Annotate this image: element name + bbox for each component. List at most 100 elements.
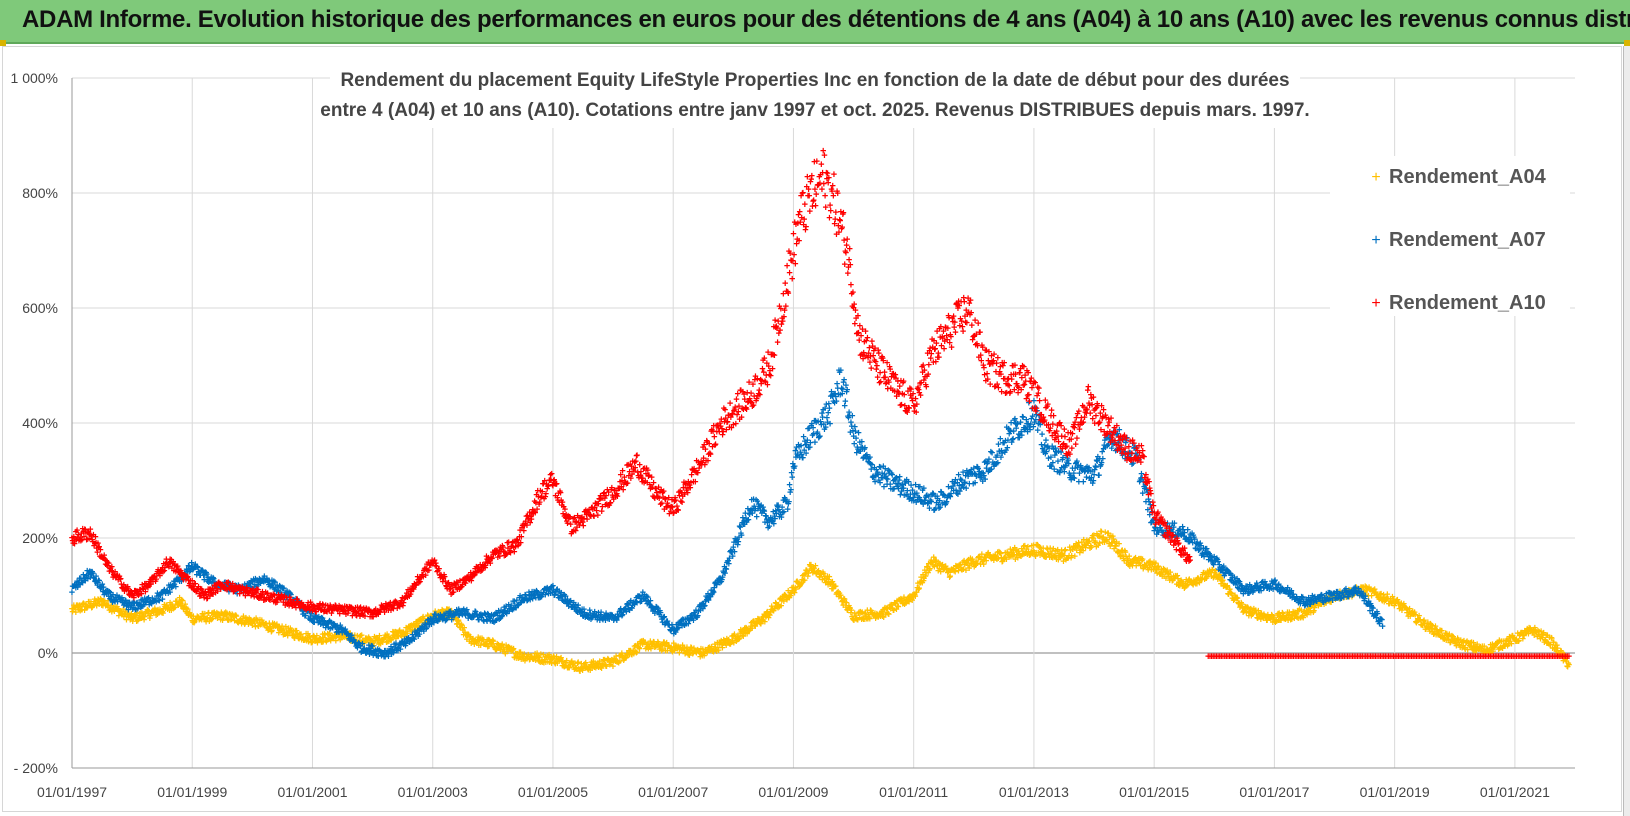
data-point-rendement_a04: + [141, 615, 147, 627]
data-point-rendement_a04: + [161, 600, 167, 612]
data-point-rendement_a04: + [186, 609, 192, 621]
data-point-rendement_a04: + [250, 616, 256, 628]
data-point-rendement_a04: + [79, 605, 85, 617]
data-point-rendement_a04: + [471, 639, 477, 651]
data-point-rendement_a04: + [293, 626, 299, 638]
data-point-rendement_a04: + [244, 614, 250, 626]
data-point-rendement_a04: + [209, 613, 215, 625]
data-point-rendement_a04: + [409, 620, 415, 632]
data-point-rendement_a04: + [257, 620, 263, 632]
data-point-rendement_a04: + [307, 631, 313, 643]
data-point-rendement_a04: + [127, 614, 133, 626]
data-point-rendement_a04: + [136, 612, 142, 624]
data-point-rendement_a04: + [321, 628, 327, 640]
data-point-rendement_a04: + [138, 613, 144, 625]
data-point-rendement_a04: + [398, 627, 404, 639]
data-point-rendement_a04: + [123, 609, 129, 621]
data-point-rendement_a04: + [444, 604, 450, 616]
data-point-rendement_a04: + [326, 628, 332, 640]
data-point-rendement_a04: + [190, 611, 196, 623]
data-point-rendement_a04: + [73, 607, 79, 619]
data-point-rendement_a04: + [171, 602, 177, 614]
data-point-rendement_a04: + [390, 630, 396, 642]
data-point-rendement_a04: + [163, 600, 169, 612]
data-point-rendement_a04: + [464, 634, 470, 646]
data-point-rendement_a04: + [447, 606, 453, 618]
data-point-rendement_a04: + [429, 612, 435, 624]
data-point-rendement_a04: + [376, 630, 382, 642]
data-point-rendement_a04: + [144, 605, 150, 617]
data-point-rendement_a04: + [143, 607, 149, 619]
data-point-rendement_a04: + [179, 600, 185, 612]
data-point-rendement_a04: + [476, 634, 482, 646]
data-point-rendement_a04: + [243, 613, 249, 625]
data-point-rendement_a04: + [391, 631, 397, 643]
data-point-rendement_a04: + [276, 621, 282, 633]
data-point-rendement_a04: + [266, 624, 272, 636]
data-point-rendement_a04: + [446, 604, 452, 616]
data-point-rendement_a04: + [157, 607, 163, 619]
data-point-rendement_a04: + [240, 613, 246, 625]
data-point-rendement_a04: + [512, 648, 518, 660]
data-point-rendement_a04: + [218, 607, 224, 619]
data-point-rendement_a04: + [298, 629, 304, 641]
data-point-rendement_a04: + [460, 625, 466, 637]
data-point-rendement_a04: + [107, 605, 113, 617]
data-point-rendement_a04: + [187, 611, 193, 623]
data-point-rendement_a04: + [442, 609, 448, 621]
data-point-rendement_a04: + [350, 635, 356, 647]
header-banner: ADAM Informe. Evolution historique des p… [0, 0, 1630, 44]
data-point-rendement_a04: + [206, 616, 212, 628]
data-point-rendement_a04: + [305, 629, 311, 641]
data-point-rendement_a04: + [277, 626, 283, 638]
data-point-rendement_a04: + [85, 602, 91, 614]
data-point-rendement_a04: + [138, 608, 144, 620]
data-point-rendement_a04: + [362, 636, 368, 648]
data-point-rendement_a04: + [275, 622, 281, 634]
data-point-rendement_a04: + [357, 636, 363, 648]
data-point-rendement_a04: + [159, 606, 165, 618]
data-point-rendement_a04: + [371, 632, 377, 644]
data-point-rendement_a04: + [393, 634, 399, 646]
data-point-rendement_a04: + [357, 631, 363, 643]
data-point-rendement_a04: + [205, 608, 211, 620]
data-point-rendement_a04: + [257, 615, 263, 627]
data-point-rendement_a04: + [84, 603, 90, 615]
scrollbar-edge[interactable] [1623, 46, 1630, 816]
data-point-rendement_a04: + [75, 601, 81, 613]
data-point-rendement_a04: + [114, 604, 120, 616]
data-point-rendement_a04: + [457, 622, 463, 634]
data-point-rendement_a04: + [490, 636, 496, 648]
data-point-rendement_a04: + [147, 613, 153, 625]
data-point-rendement_a04: + [164, 604, 170, 616]
data-point-rendement_a04: + [186, 608, 192, 620]
data-point-rendement_a04: + [147, 611, 153, 623]
data-point-rendement_a04: + [448, 605, 454, 617]
data-point-rendement_a04: + [152, 605, 158, 617]
data-point-rendement_a04: + [462, 629, 468, 641]
data-point-rendement_a04: + [330, 632, 336, 644]
data-point-rendement_a04: + [318, 637, 324, 649]
data-point-rendement_a04: + [415, 616, 421, 628]
data-point-rendement_a04: + [343, 632, 349, 644]
data-point-rendement_a04: + [348, 636, 354, 648]
y-tick-label: 1 000% [11, 70, 58, 86]
data-point-rendement_a04: + [286, 626, 292, 638]
data-point-rendement_a04: + [312, 633, 318, 645]
y-tick-label: 200% [22, 530, 58, 546]
data-point-rendement_a04: + [338, 633, 344, 645]
data-point-rendement_a04: + [438, 609, 444, 621]
data-point-rendement_a04: + [202, 609, 208, 621]
data-point-rendement_a04: + [400, 628, 406, 640]
data-point-rendement_a04: + [321, 632, 327, 644]
data-point-rendement_a04: + [334, 628, 340, 640]
data-point-rendement_a04: + [260, 618, 266, 630]
data-point-rendement_a04: + [410, 619, 416, 631]
data-point-rendement_a04: + [507, 644, 513, 656]
data-point-rendement_a04: + [246, 613, 252, 625]
data-point-rendement_a04: + [350, 633, 356, 645]
data-point-rendement_a04: + [126, 609, 132, 621]
data-point-rendement_a04: + [416, 615, 422, 627]
grid-lines [71, 77, 1575, 769]
data-point-rendement_a04: + [308, 638, 314, 650]
